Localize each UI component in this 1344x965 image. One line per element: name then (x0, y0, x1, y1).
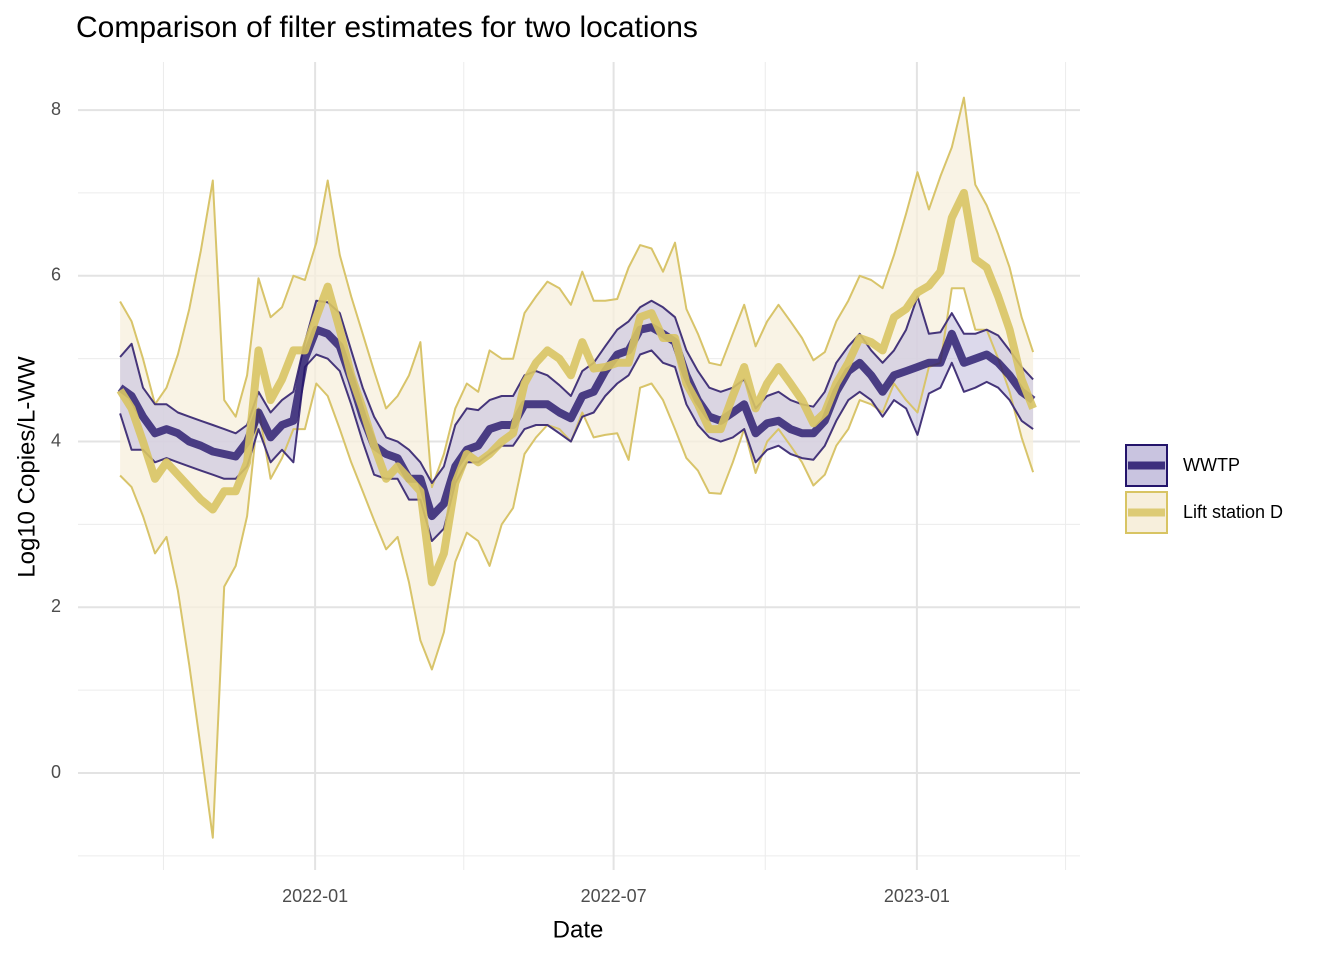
legend-label: WWTP (1183, 455, 1240, 475)
mean-line (116, 188, 1037, 587)
ribbon-edge (119, 295, 1034, 484)
ribbon-edge (119, 96, 1035, 489)
mean-line (117, 323, 1036, 521)
x-tick-label: 2023-01 (884, 886, 950, 906)
legend-label: Lift station D (1183, 502, 1283, 522)
y-axis-title: Log10 Copies/L-WW (13, 356, 40, 578)
x-tick-label: 2022-01 (282, 886, 348, 906)
y-tick-label: 6 (51, 265, 61, 285)
plot-marks (116, 96, 1037, 839)
chart-title: Comparison of filter estimates for two l… (76, 11, 698, 44)
y-tick-label: 2 (51, 596, 61, 616)
y-tick-label: 0 (51, 762, 61, 782)
y-tick-label: 4 (51, 430, 61, 450)
ribbon-edge (119, 349, 1034, 542)
x-tick-label: 2022-07 (581, 886, 647, 906)
ribbon (120, 97, 1034, 838)
legend: WWTP Lift station D (1125, 444, 1283, 534)
y-tick-label: 8 (51, 99, 61, 119)
x-axis-title: Date (553, 916, 604, 943)
